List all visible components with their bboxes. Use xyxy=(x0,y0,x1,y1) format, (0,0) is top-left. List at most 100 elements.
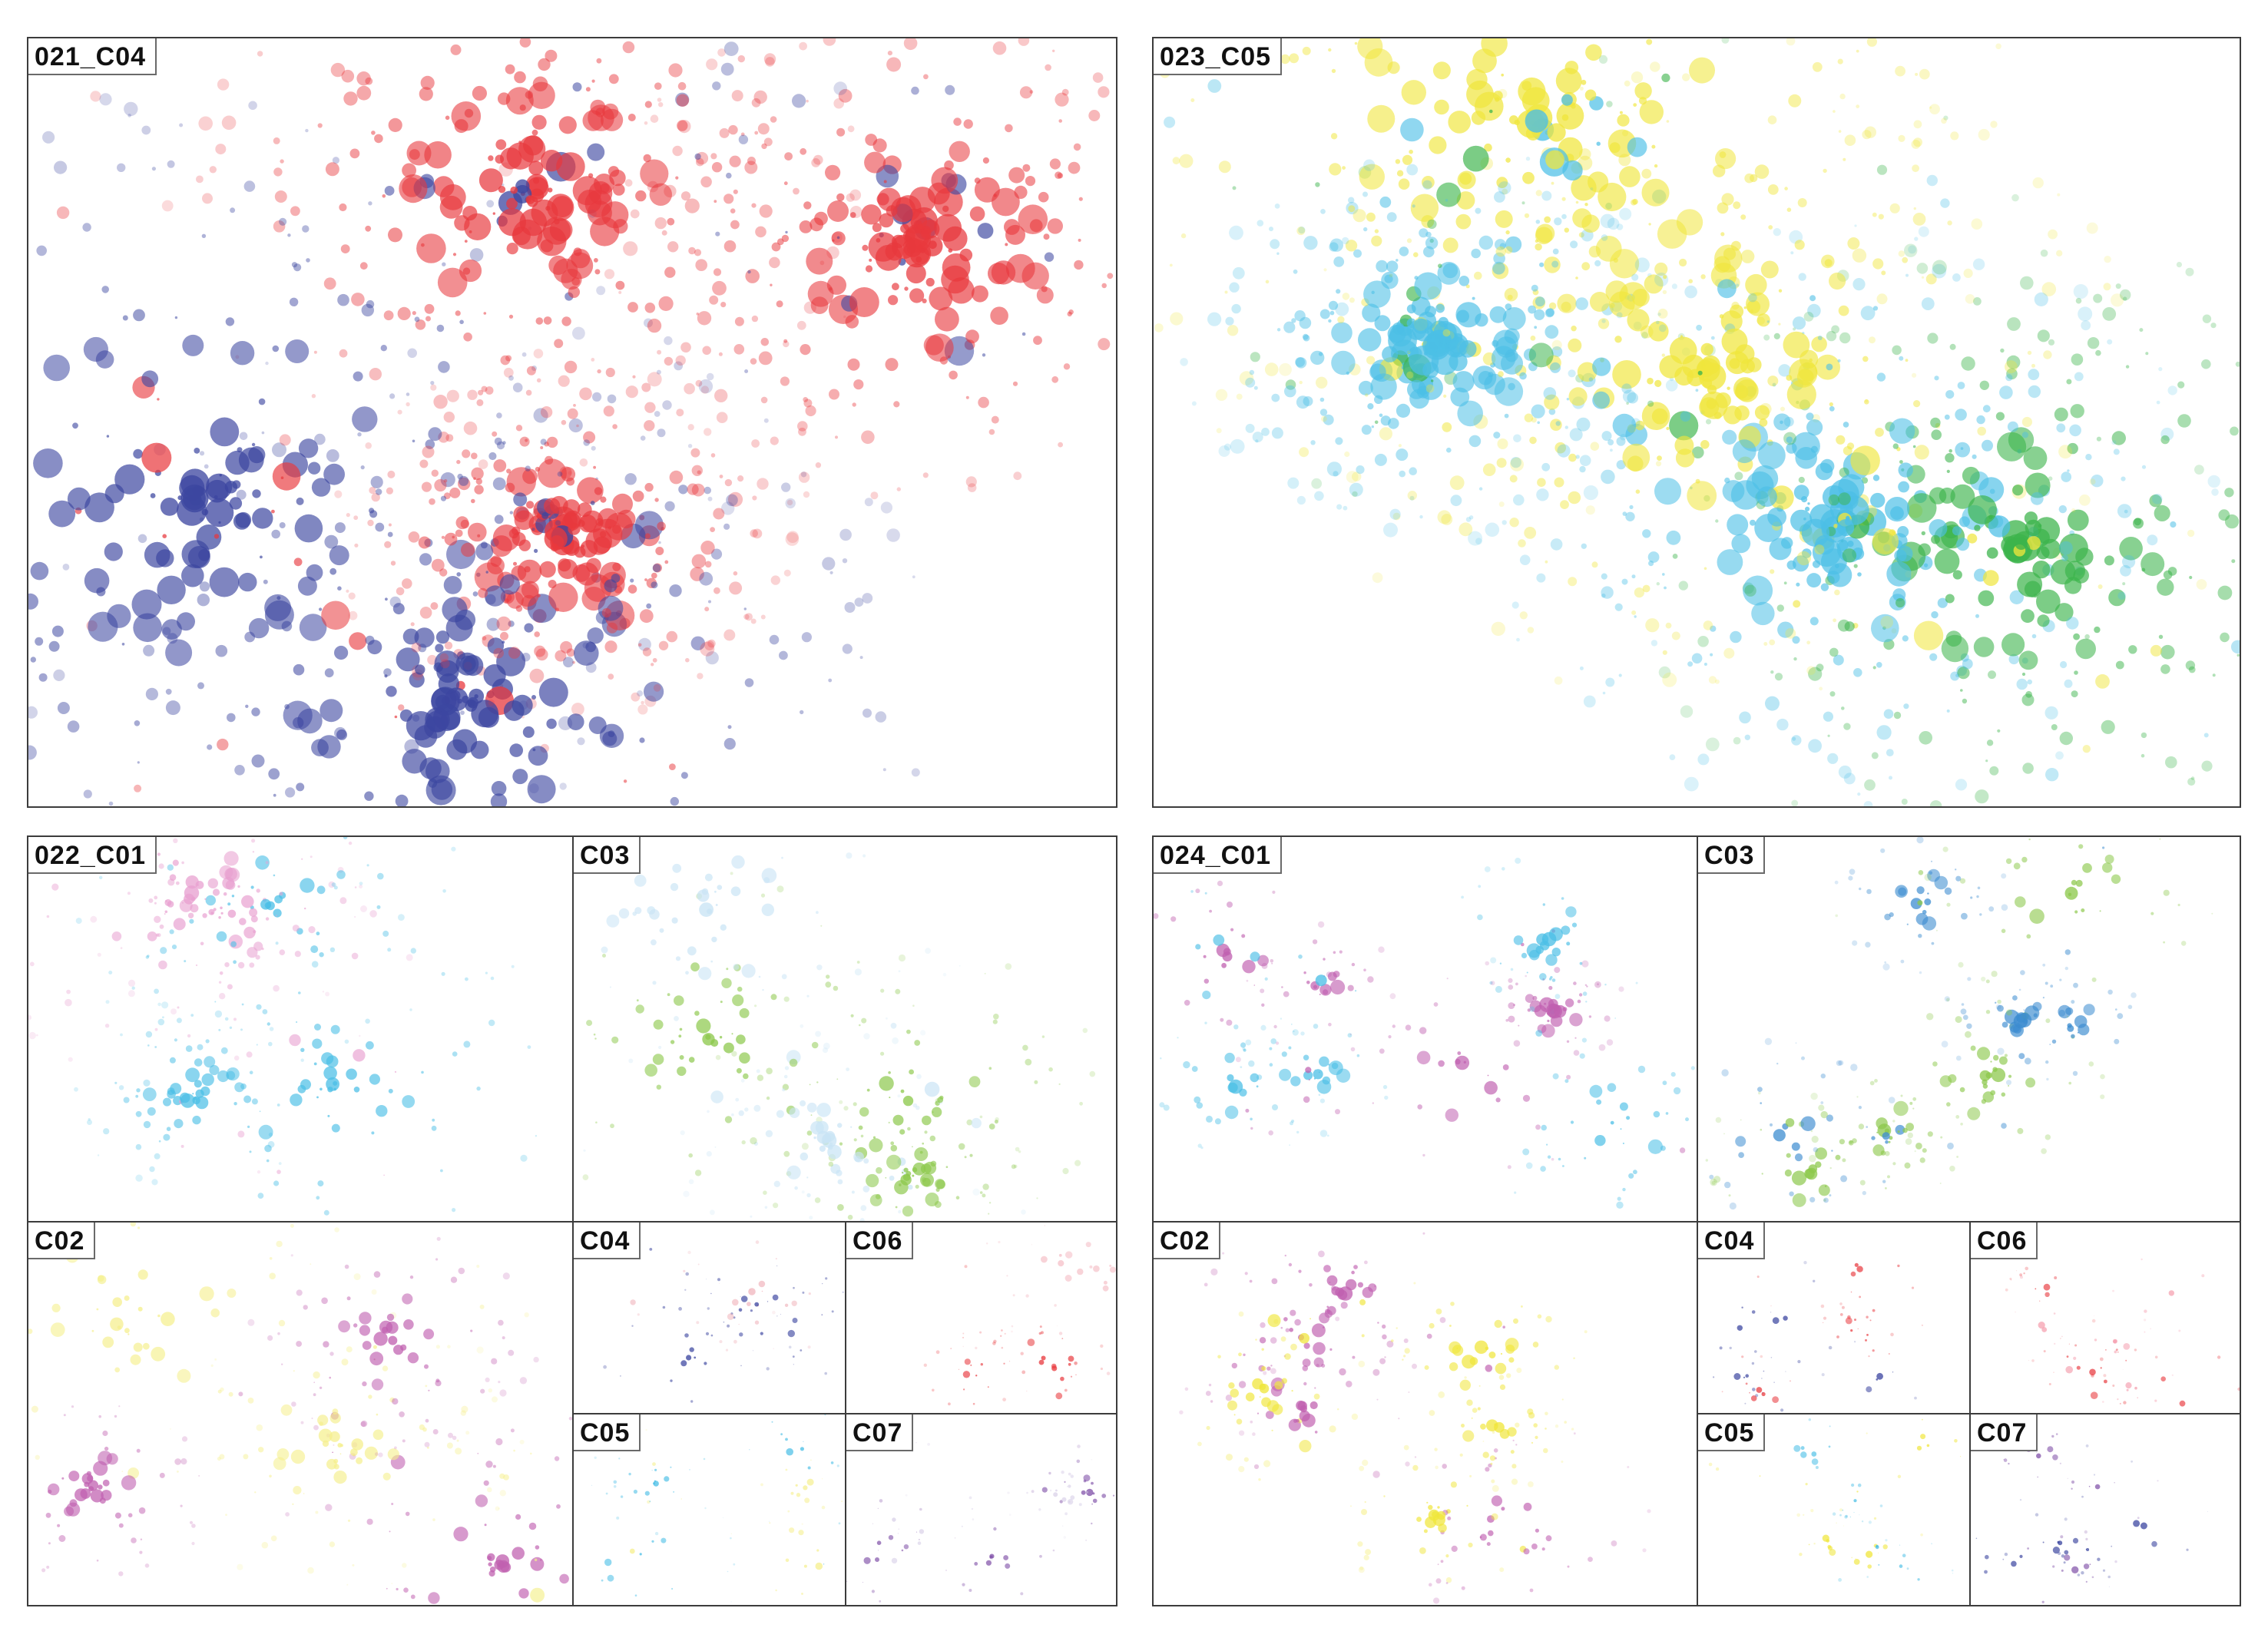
splatter-art xyxy=(28,1223,572,1604)
paint-splatter-dot xyxy=(630,578,634,583)
paint-splatter-dot xyxy=(446,389,459,402)
paint-splatter-dot xyxy=(154,988,160,994)
paint-splatter-dot xyxy=(786,1165,801,1180)
paint-splatter-dot xyxy=(1223,443,1231,451)
paint-splatter-dot xyxy=(644,420,655,432)
paint-splatter-dot xyxy=(1743,575,1773,606)
paint-splatter-dot xyxy=(776,300,783,308)
paint-splatter-dot xyxy=(1907,1132,1913,1139)
paint-splatter-dot xyxy=(1955,442,1971,458)
paint-splatter-dot xyxy=(769,1522,771,1524)
paint-splatter-dot xyxy=(860,1205,867,1211)
paint-splatter-dot xyxy=(135,1094,139,1098)
paint-splatter-dot xyxy=(1960,1123,1963,1126)
paint-splatter-dot xyxy=(1309,1318,1311,1320)
paint-splatter-dot xyxy=(1005,963,1012,970)
paint-splatter-dot xyxy=(1204,1282,1208,1287)
paint-splatter-dot xyxy=(2082,745,2091,753)
paint-splatter-dot xyxy=(512,1547,525,1560)
paint-splatter-dot xyxy=(710,527,715,532)
paint-splatter-dot xyxy=(1310,350,1325,366)
paint-splatter-dot xyxy=(1013,471,1022,481)
paint-splatter-dot xyxy=(2058,505,2067,514)
paint-splatter-dot xyxy=(131,589,162,620)
paint-splatter-dot xyxy=(1240,1066,1243,1068)
paint-splatter-dot xyxy=(816,964,823,971)
paint-splatter-dot xyxy=(1377,1322,1379,1324)
paint-splatter-dot xyxy=(353,1049,366,1062)
paint-splatter-dot xyxy=(1485,1467,1490,1472)
paint-splatter-dot xyxy=(249,1150,252,1153)
paint-splatter-dot xyxy=(1671,631,1680,640)
paint-splatter-dot xyxy=(962,1336,964,1338)
paint-splatter-dot xyxy=(210,1364,214,1367)
paint-splatter-dot xyxy=(564,360,578,374)
paint-splatter-dot xyxy=(537,458,567,488)
paint-splatter-dot xyxy=(798,471,810,483)
paint-splatter-dot xyxy=(2011,194,2019,202)
paint-splatter-dot xyxy=(114,1367,121,1373)
paint-splatter-dot xyxy=(1309,1283,1313,1287)
paint-splatter-dot xyxy=(456,459,461,465)
paint-splatter-dot xyxy=(387,948,392,952)
paint-splatter-dot xyxy=(1264,977,1268,981)
paint-splatter-dot xyxy=(2160,435,2170,445)
paint-splatter-dot xyxy=(1898,134,1905,142)
paint-splatter-dot xyxy=(2045,1060,2049,1064)
paint-splatter-dot xyxy=(1296,1130,1300,1134)
paint-splatter-dot xyxy=(847,1214,853,1220)
paint-splatter-dot xyxy=(1751,601,1775,626)
paint-splatter-dot xyxy=(927,1443,930,1446)
paint-splatter-dot xyxy=(1616,223,1624,230)
paint-splatter-dot xyxy=(1642,584,1651,593)
paint-splatter-dot xyxy=(1604,1015,1611,1022)
paint-splatter-dot xyxy=(1371,425,1374,428)
paint-splatter-dot xyxy=(162,534,167,538)
paint-splatter-dot xyxy=(1536,573,1546,583)
paint-splatter-dot xyxy=(2051,724,2058,730)
paint-splatter-dot xyxy=(1833,524,1838,528)
paint-splatter-dot xyxy=(2067,509,2089,531)
paint-splatter-dot xyxy=(1112,1494,1115,1497)
paint-splatter-dot xyxy=(442,889,446,893)
paint-splatter-dot xyxy=(1429,238,1434,243)
paint-splatter-dot xyxy=(2117,591,2126,601)
paint-splatter-dot xyxy=(1869,1080,1875,1086)
paint-splatter-dot xyxy=(863,1186,870,1193)
paint-splatter-dot xyxy=(1340,1302,1348,1309)
paint-splatter-dot xyxy=(74,1488,88,1501)
paint-splatter-dot xyxy=(98,1484,103,1490)
paint-splatter-dot xyxy=(1849,869,1856,875)
paint-splatter-dot xyxy=(1647,400,1654,407)
paint-splatter-dot xyxy=(763,1190,767,1195)
paint-splatter-dot xyxy=(760,1332,763,1335)
paint-splatter-dot xyxy=(1955,1016,1962,1024)
paint-splatter-dot xyxy=(1265,1411,1274,1419)
paint-splatter-dot xyxy=(1350,1047,1356,1052)
paint-splatter-dot xyxy=(388,523,392,527)
paint-splatter-dot xyxy=(1545,1411,1548,1416)
paint-splatter-dot xyxy=(1012,381,1018,386)
paint-splatter-dot xyxy=(690,636,705,650)
paint-splatter-dot xyxy=(1682,73,1690,81)
paint-splatter-dot xyxy=(1431,379,1434,382)
paint-splatter-dot xyxy=(273,793,276,797)
paint-splatter-dot xyxy=(185,1067,200,1083)
paint-splatter-dot xyxy=(2057,193,2061,197)
paint-splatter-dot xyxy=(792,1318,798,1323)
paint-splatter-dot xyxy=(1827,753,1839,764)
paint-splatter-dot xyxy=(500,355,511,366)
paint-splatter-dot xyxy=(652,981,657,985)
paint-splatter-dot xyxy=(1748,293,1757,303)
paint-splatter-dot xyxy=(1494,1319,1502,1328)
paint-splatter-dot xyxy=(285,1512,290,1517)
paint-splatter-dot xyxy=(637,1313,640,1316)
paint-splatter-dot xyxy=(1231,303,1241,314)
paint-splatter-dot xyxy=(157,1002,161,1007)
paint-splatter-dot xyxy=(218,1028,221,1031)
paint-splatter-dot xyxy=(1598,182,1627,212)
paint-splatter-dot xyxy=(650,114,659,123)
paint-splatter-dot xyxy=(800,710,804,715)
paint-splatter-dot xyxy=(1514,1191,1517,1194)
paint-splatter-dot xyxy=(185,875,199,889)
